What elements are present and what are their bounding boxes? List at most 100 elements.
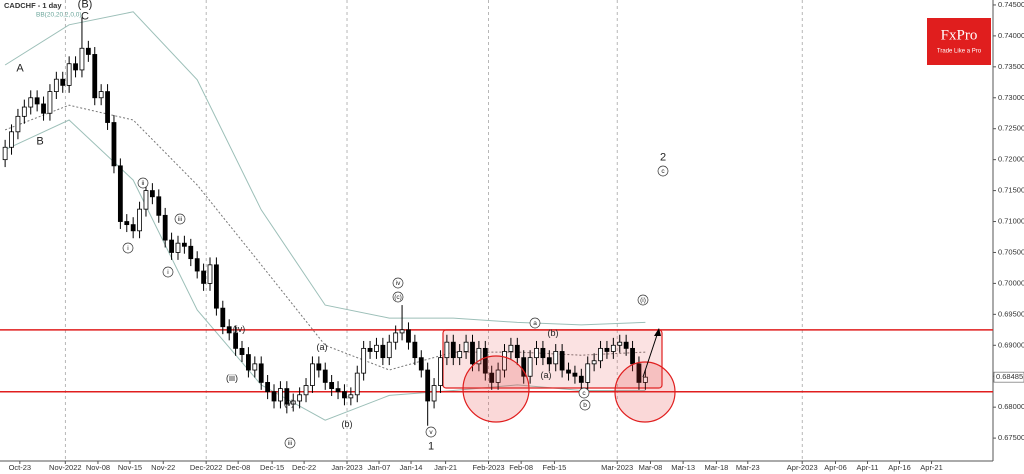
wave-label: 2 xyxy=(660,151,666,163)
candle-body xyxy=(527,357,533,377)
candle-body xyxy=(540,347,546,359)
wave-label: ii xyxy=(142,180,145,187)
wave-label: iii xyxy=(288,440,292,447)
x-tick-label: Jan-2023 xyxy=(331,463,362,472)
y-tick-label: 0.71500 xyxy=(998,186,1024,195)
candle-body xyxy=(502,351,507,371)
candle-body xyxy=(636,363,642,383)
x-tick-label: Dec-08 xyxy=(226,463,250,472)
wave-circle xyxy=(174,213,186,225)
candle-body xyxy=(598,347,603,362)
candle-body xyxy=(258,363,264,383)
candle-body xyxy=(425,369,431,402)
candle-body xyxy=(73,63,78,71)
candle-body xyxy=(444,341,450,359)
candle-body xyxy=(105,91,110,123)
candle-body xyxy=(303,385,309,396)
forecast-arrow xyxy=(642,331,659,378)
candle-body xyxy=(9,131,14,148)
x-tick-label: Apr-06 xyxy=(824,463,847,472)
candle-body xyxy=(28,97,34,108)
candle-body xyxy=(521,357,527,377)
y-tick-label: 0.67500 xyxy=(998,433,1024,442)
candle-body xyxy=(623,341,629,349)
candle-body xyxy=(201,270,206,284)
wave-label: (i) xyxy=(640,297,646,304)
wave-circle xyxy=(392,277,404,289)
x-tick-label: Mar-18 xyxy=(705,463,729,472)
chart-title: CADCHF - 1 day xyxy=(4,1,62,10)
candle-body xyxy=(85,47,91,55)
candle-body xyxy=(34,97,40,105)
candle-body xyxy=(566,369,571,374)
wave-label: c xyxy=(582,390,586,397)
candle-body xyxy=(149,190,155,198)
candle-body xyxy=(143,190,149,210)
wave-circle xyxy=(529,317,541,329)
wave-circle xyxy=(657,165,669,177)
candle-body xyxy=(169,239,174,253)
x-tick-label: Mar-2023 xyxy=(601,463,633,472)
candle-body xyxy=(137,208,142,232)
candle-body xyxy=(252,363,258,371)
wave-label: iii xyxy=(178,216,182,223)
candle-body xyxy=(239,347,245,355)
wave-label: 1 xyxy=(428,440,434,452)
candle-body xyxy=(386,341,392,359)
forecast-arrowhead xyxy=(654,328,661,336)
wave-circle xyxy=(579,399,591,411)
x-tick-label: Dec-22 xyxy=(292,463,316,472)
candle-body xyxy=(412,341,418,359)
x-tick-label: Apr-2023 xyxy=(787,463,818,472)
wave-circle xyxy=(122,242,134,254)
candle-body xyxy=(47,91,53,114)
candle-body xyxy=(92,54,98,99)
candle-body xyxy=(354,372,360,396)
wave-label: i xyxy=(127,245,128,252)
candle-body xyxy=(21,106,27,117)
candle-body xyxy=(546,357,552,365)
candle-body xyxy=(111,122,117,167)
candle-body xyxy=(489,372,495,383)
candle-body xyxy=(406,329,411,343)
candle-body xyxy=(2,146,8,161)
wave-label: B xyxy=(36,135,43,147)
x-tick-label: Apr-16 xyxy=(888,463,911,472)
candle-body xyxy=(463,341,469,352)
candle-body xyxy=(374,344,379,352)
candle-body xyxy=(310,363,315,386)
wave-label: A xyxy=(16,62,24,74)
y-tick-label: 0.70500 xyxy=(998,247,1024,256)
candle-body xyxy=(534,347,539,359)
wave-circle xyxy=(425,426,437,438)
candle-body xyxy=(438,357,443,386)
candle-body xyxy=(124,221,130,226)
wave-label: i xyxy=(167,269,168,276)
candle-body xyxy=(41,103,46,114)
highlight-circle xyxy=(614,361,676,423)
indicator-label: BB(20,20,2,0,0) xyxy=(36,12,82,19)
candle-body xyxy=(246,354,251,371)
x-tick-label: Mar-08 xyxy=(639,463,663,472)
candle-body xyxy=(15,115,21,133)
y-tick-label: 0.71000 xyxy=(998,217,1024,226)
wave-label: (iii) xyxy=(226,373,238,383)
candle-body xyxy=(79,47,85,71)
candle-body xyxy=(175,242,181,253)
x-tick-label: Apr-11 xyxy=(857,463,879,472)
candle-body xyxy=(297,394,303,402)
candle-body xyxy=(393,332,399,343)
candle-body xyxy=(271,391,277,402)
candle-body xyxy=(181,242,187,247)
wave-label: c xyxy=(661,168,665,175)
y-tick-label: 0.73500 xyxy=(998,62,1024,71)
highlight-circle xyxy=(462,355,530,423)
x-tick-label: Mar-23 xyxy=(736,463,760,472)
y-tick-label: 0.72500 xyxy=(998,124,1024,133)
x-tick-label: Oct-23 xyxy=(9,463,32,472)
x-tick-label: Apr-21 xyxy=(920,463,943,472)
candle-body xyxy=(578,375,584,383)
candle-body xyxy=(188,245,194,260)
wave-label: (c) xyxy=(394,294,402,301)
wave-label: b xyxy=(583,402,587,409)
